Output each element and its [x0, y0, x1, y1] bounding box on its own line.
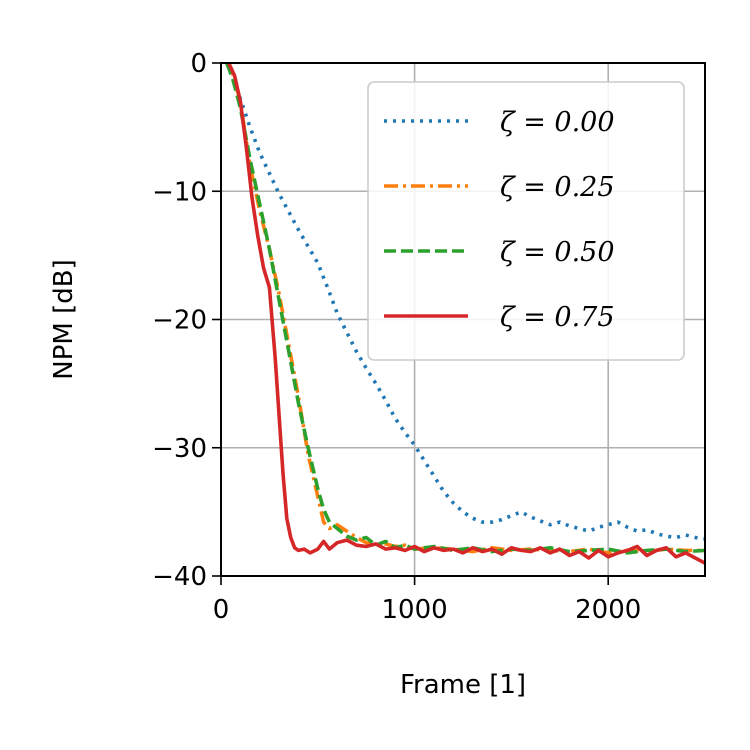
x-tick-label-0: 0: [213, 595, 230, 625]
legend: ζ = 0.00 ζ = 0.25 ζ = 0.50 ζ = 0.75: [367, 81, 685, 361]
x-tick-label-2: 2000: [575, 595, 641, 625]
y-axis-label: NPM [dB]: [49, 259, 79, 379]
series-line-1: [225, 62, 705, 555]
x-axis-label: Frame [1]: [400, 670, 526, 700]
y-tick-label-1: −10: [152, 177, 207, 207]
axis-ticks: 0 1000 2000 0 −10 −20 −30 −40: [152, 49, 641, 625]
legend-label-1: ζ = 0.25: [500, 172, 615, 203]
y-tick-label-0: 0: [190, 49, 207, 79]
legend-label-0: ζ = 0.00: [500, 107, 615, 138]
y-tick-label-3: −30: [152, 434, 207, 464]
y-tick-label-4: −40: [152, 562, 207, 592]
series-line-2: [225, 62, 705, 555]
series-layer: [225, 62, 705, 565]
series-line-3: [227, 62, 705, 565]
legend-label-2: ζ = 0.50: [500, 237, 615, 268]
legend-box: [367, 81, 685, 361]
y-tick-label-2: −20: [152, 306, 207, 336]
x-tick-label-1: 1000: [382, 595, 448, 625]
legend-label-3: ζ = 0.75: [500, 302, 615, 333]
